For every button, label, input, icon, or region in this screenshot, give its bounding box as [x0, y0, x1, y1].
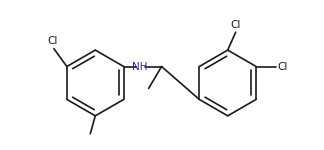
Text: Cl: Cl	[48, 36, 58, 46]
Text: Cl: Cl	[277, 61, 287, 72]
Text: Cl: Cl	[230, 20, 241, 30]
Text: NH: NH	[132, 61, 147, 72]
